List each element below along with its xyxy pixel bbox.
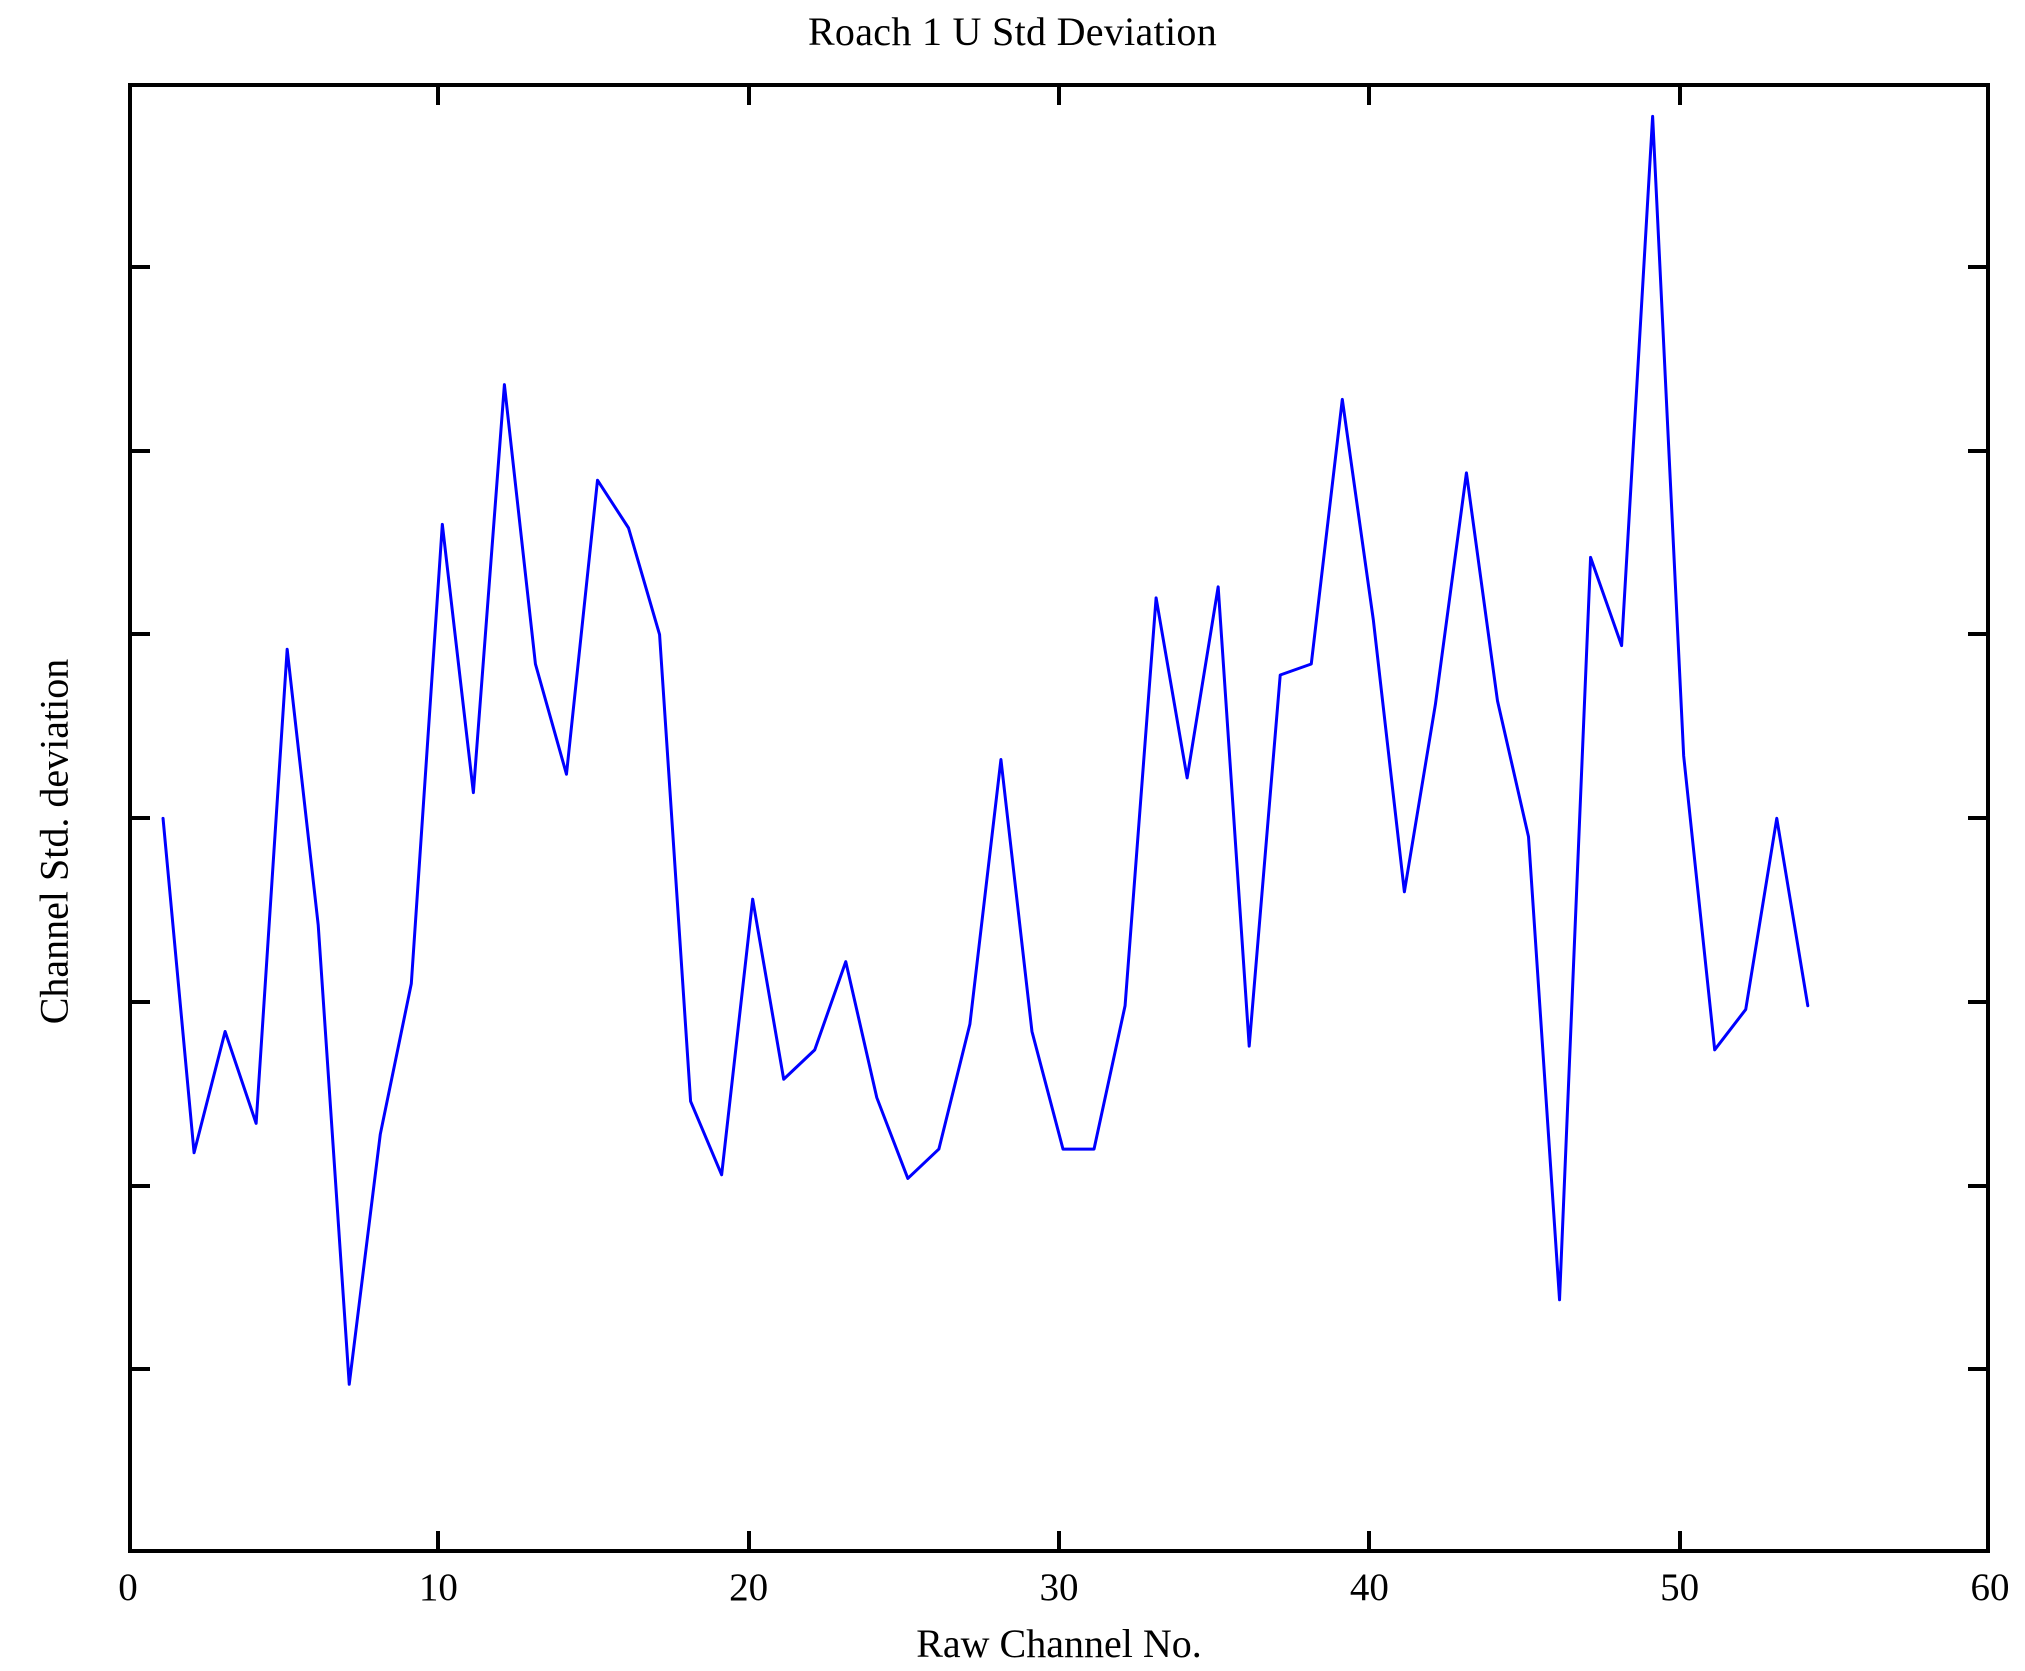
x-tick-label: 20	[729, 1566, 769, 1609]
y-tickmark	[128, 1367, 150, 1372]
x-tick-label: 10	[418, 1566, 458, 1609]
y-tickmark-right	[1968, 816, 1990, 820]
x-tick-label: 50	[1660, 1566, 1700, 1609]
plot-area	[128, 83, 1990, 1553]
x-tickmark-top	[746, 83, 751, 105]
x-tick-label: 40	[1349, 1566, 1389, 1609]
y-tickmark-right	[1968, 448, 1990, 453]
x-tickmark	[1677, 1531, 1682, 1553]
y-tickmark-right	[1968, 264, 1990, 269]
line-series-svg	[161, 114, 1810, 1386]
data-line	[161, 114, 1810, 1386]
y-tickmark	[128, 264, 150, 269]
y-tickmark	[128, 999, 150, 1004]
x-tick-label: 0	[118, 1566, 138, 1609]
y-tickmark-right	[1968, 1183, 1990, 1188]
y-tickmark	[128, 448, 150, 453]
x-tickmark-top	[1677, 83, 1682, 105]
y-tickmark-right	[1968, 999, 1990, 1004]
x-tickmark	[746, 1531, 751, 1553]
y-axis-label: Channel Std. deviation	[31, 658, 77, 1025]
chart-title: Roach 1 U Std Deviation	[807, 9, 1218, 54]
x-axis-label: Raw Channel No.	[916, 1621, 1202, 1666]
x-tickmark	[1057, 1531, 1061, 1553]
x-tickmark-top	[436, 83, 441, 105]
x-tick-label: 30	[1039, 1566, 1079, 1609]
x-tickmark-top	[1367, 83, 1372, 105]
x-tickmark	[1367, 1531, 1372, 1553]
x-tickmark	[436, 1531, 441, 1553]
y-tickmark	[128, 816, 150, 820]
y-tickmark	[128, 1183, 150, 1188]
x-tickmark-top	[1057, 83, 1061, 105]
y-tickmark-right	[1968, 1367, 1990, 1372]
x-tick-label: 60	[1970, 1566, 2010, 1609]
y-tickmark	[128, 632, 150, 637]
y-tickmark-right	[1968, 632, 1990, 637]
